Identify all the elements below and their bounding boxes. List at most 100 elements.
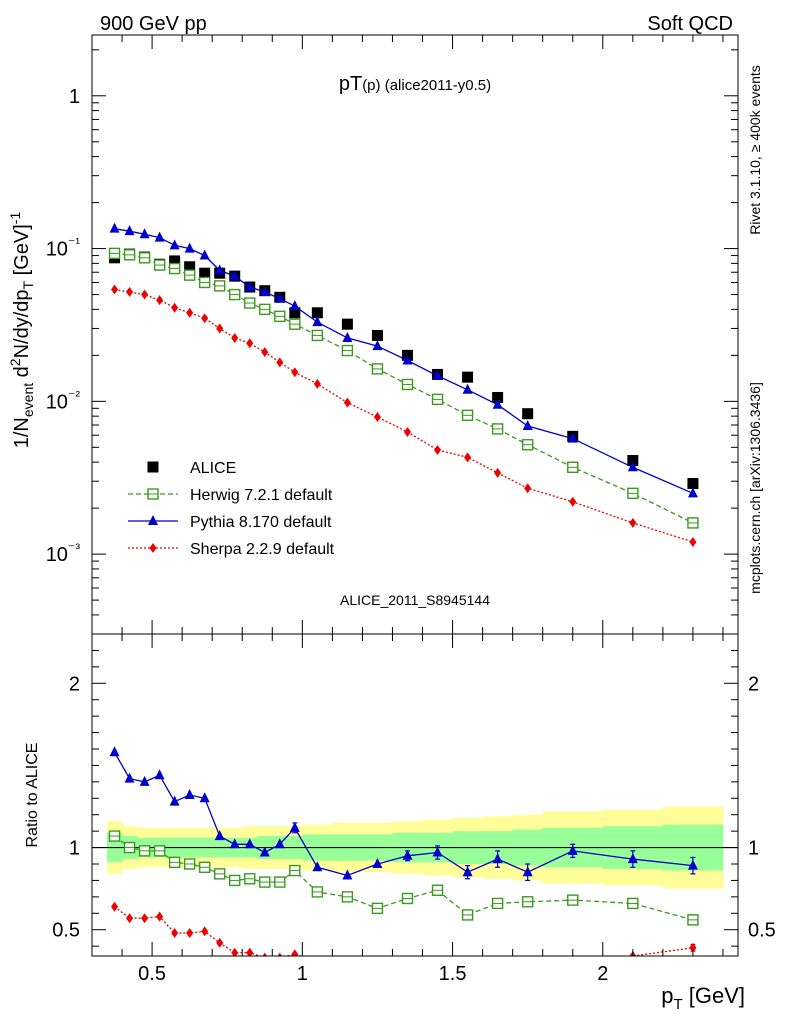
- legend-marker-pythia: [148, 515, 158, 525]
- main-point-pythia: [402, 354, 413, 365]
- side-label-top: Rivet 3.1.10, ≥ 400k events: [747, 65, 763, 235]
- ratio-point-sherpa: [494, 959, 501, 969]
- ratio-point-pythia: [124, 772, 135, 783]
- ratio-point-sherpa: [186, 928, 194, 938]
- main-point-alice: [627, 455, 639, 467]
- main-line-pythia: [114, 228, 694, 494]
- ratio-point-pythia: [432, 846, 443, 857]
- main-point-sherpa: [689, 537, 697, 548]
- main-point-pythia: [124, 225, 135, 236]
- legend-marker-alice: [147, 461, 159, 473]
- ratio-point-sherpa: [126, 913, 134, 924]
- ratio-y-tick-label-right: 1: [748, 838, 759, 860]
- main-point-sherpa: [186, 307, 194, 318]
- ratio-point-pythia: [567, 844, 578, 855]
- ratio-point-sherpa: [404, 964, 411, 974]
- main-point-pythia: [342, 331, 353, 342]
- main-point-sherpa: [494, 467, 502, 478]
- main-point-alice: [169, 255, 181, 267]
- main-point-alice: [522, 408, 534, 420]
- ratio-point-pythia: [402, 849, 413, 860]
- ratio-point-pythia: [184, 789, 195, 799]
- main-point-sherpa: [261, 347, 269, 358]
- ratio-point-sherpa: [524, 958, 531, 968]
- ratio-point-sherpa: [246, 947, 254, 956]
- main-point-sherpa: [524, 483, 532, 494]
- ratio-point-sherpa: [231, 947, 239, 956]
- main-line-sherpa: [114, 288, 694, 543]
- main-point-alice: [184, 261, 196, 273]
- ratio-y-tick-label-right: 0.5: [748, 920, 776, 942]
- ratio-point-pythia: [244, 838, 255, 849]
- ratio-point-sherpa: [291, 949, 299, 956]
- x-tick-label: 1.5: [439, 963, 467, 985]
- main-y-tick-label: 1: [69, 86, 80, 108]
- ratio-point-sherpa: [262, 952, 268, 956]
- main-point-sherpa: [156, 295, 164, 306]
- main-point-sherpa: [434, 445, 442, 456]
- main-point-pythia: [432, 369, 443, 380]
- legend-label-sherpa: Sherpa 2.2.9 default: [190, 541, 335, 558]
- ratio-point-sherpa: [317, 955, 318, 956]
- ratio-point-pythia: [289, 821, 300, 832]
- ratio-point-pythia: [229, 838, 240, 849]
- ratio-point-pythia: [522, 866, 533, 877]
- ratio-point-sherpa: [374, 964, 381, 974]
- ratio-y-tick-label: 2: [69, 673, 80, 695]
- main-point-pythia: [229, 270, 240, 281]
- ratio-point-pythia: [312, 861, 323, 872]
- main-point-alice: [371, 329, 383, 341]
- main-point-sherpa: [291, 367, 299, 378]
- main-point-pythia: [522, 419, 533, 430]
- main-point-sherpa: [141, 289, 149, 300]
- main-point-sherpa: [201, 313, 209, 324]
- main-point-pythia: [627, 461, 638, 472]
- main-point-sherpa: [343, 397, 351, 408]
- main-point-pythia: [567, 432, 578, 443]
- main-point-sherpa: [629, 517, 637, 528]
- ratio-point-pythia: [342, 869, 353, 880]
- main-y-tick-label: 10⁻²: [46, 387, 81, 413]
- ratio-point-sherpa: [141, 913, 149, 924]
- main-point-pythia: [462, 383, 473, 394]
- ratio-frame: [91, 633, 739, 957]
- ratio-point-pythia: [492, 853, 503, 864]
- main-point-sherpa: [313, 378, 321, 389]
- ratio-point-pythia: [627, 853, 638, 864]
- ratio-point-pythia: [199, 792, 210, 803]
- main-point-sherpa: [231, 332, 239, 343]
- x-tick-label: 0.5: [138, 963, 166, 985]
- legend-label-herwig: Herwig 7.2.1 default: [190, 487, 333, 504]
- header-right: Soft QCD: [647, 13, 733, 35]
- main-point-pythia: [289, 300, 300, 311]
- main-frame: [91, 34, 739, 635]
- main-point-pythia: [169, 239, 180, 250]
- main-point-alice: [311, 307, 323, 319]
- main-point-pythia: [244, 281, 255, 292]
- main-point-sherpa: [111, 284, 119, 295]
- ratio-point-pythia: [169, 795, 180, 806]
- main-point-pythia: [184, 242, 195, 253]
- main-panel: 1 10⁻¹ 10⁻² 10⁻³ pT(p) (alice2011-y0.5) 1/N…: [7, 34, 739, 635]
- main-point-pythia: [154, 231, 165, 242]
- ratio-point-sherpa: [344, 961, 351, 971]
- main-point-sherpa: [276, 357, 284, 368]
- main-point-pythia: [214, 264, 225, 275]
- x-axis-label: pT [GeV]: [661, 983, 745, 1013]
- main-point-sherpa: [373, 411, 381, 422]
- main-point-alice: [687, 477, 699, 489]
- main-point-pythia: [259, 285, 270, 296]
- ratio-point-pythia: [274, 838, 285, 849]
- ratio-point-pythia: [462, 866, 473, 877]
- main-point-pythia: [312, 316, 323, 327]
- ratio-y-tick-label-right: 2: [748, 673, 759, 695]
- side-label-bottom: mcplots.cern.ch [arXiv:1306.3436]: [747, 382, 763, 594]
- main-y-axis-label: 1/Nevent d2N/dy/dpT [GeV]-1: [7, 212, 36, 449]
- main-point-pythia: [109, 222, 120, 233]
- ratio-y-axis-label: Ratio to ALICE: [24, 743, 41, 848]
- ratio-point-pythia: [214, 830, 225, 841]
- main-point-pythia: [372, 340, 383, 351]
- ratio-point-sherpa: [201, 926, 209, 937]
- ratio-point-sherpa: [156, 911, 164, 922]
- legend-label-pythia: Pythia 8.170 default: [190, 514, 332, 531]
